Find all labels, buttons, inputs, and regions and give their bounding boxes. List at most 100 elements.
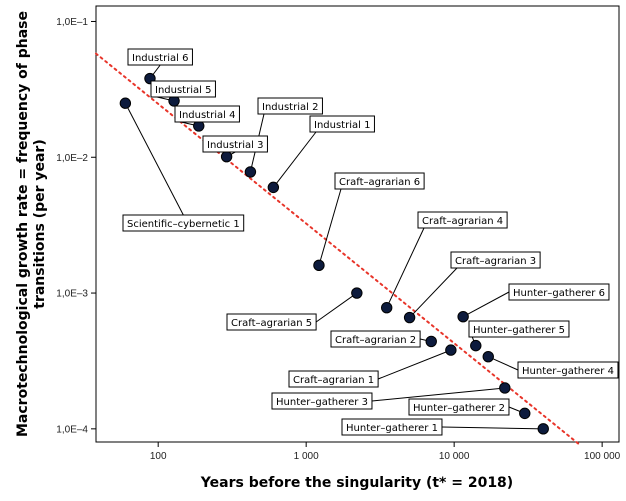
annotation-text: Hunter–gatherer 5 bbox=[473, 325, 565, 336]
x-axis: 100 1 000 10 000 100 000 bbox=[150, 442, 621, 462]
annotation-label: Industrial 2 bbox=[257, 97, 323, 115]
leader-line bbox=[462, 291, 510, 318]
annotation-label: Industrial 4 bbox=[174, 105, 240, 123]
data-point bbox=[267, 181, 280, 194]
data-point bbox=[537, 423, 549, 435]
annotation-text: Craft–agrarian 6 bbox=[339, 177, 420, 188]
data-point bbox=[380, 302, 393, 314]
annotation-text: Scientific–cybernetic 1 bbox=[127, 219, 240, 230]
annotation-leader-lines bbox=[124, 64, 544, 430]
annotation-box bbox=[288, 370, 379, 388]
y-tick-label: 1,0E–3 bbox=[56, 289, 88, 300]
x-tick-label: 10 000 bbox=[439, 451, 470, 462]
annotation-box bbox=[174, 105, 240, 123]
annotation-text: Hunter–gatherer 3 bbox=[276, 397, 368, 408]
annotation-box bbox=[330, 330, 421, 348]
leader-line bbox=[386, 227, 425, 308]
annotation-box bbox=[517, 361, 619, 379]
annotation-text: Craft–agrarian 5 bbox=[231, 318, 312, 329]
annotation-box bbox=[508, 283, 610, 301]
annotation-text: Industrial 4 bbox=[179, 110, 235, 121]
annotation-box bbox=[226, 313, 317, 331]
leader-line bbox=[315, 292, 358, 323]
leader-line bbox=[272, 131, 317, 188]
leader-line bbox=[409, 267, 458, 318]
data-point bbox=[482, 350, 494, 363]
y-axis-title-line-1: Macrotechnological growth rate = frequen… bbox=[15, 11, 31, 437]
annotation-text: Hunter–gatherer 2 bbox=[413, 403, 505, 414]
annotation-label: Scientific–cybernetic 1 bbox=[122, 214, 245, 232]
x-tick-label: 100 000 bbox=[584, 451, 621, 462]
annotation-label: Craft–agrarian 4 bbox=[417, 211, 508, 229]
data-point bbox=[499, 382, 511, 394]
annotation-label: Industrial 5 bbox=[150, 80, 216, 98]
data-point bbox=[313, 259, 325, 272]
y-tick-label: 1,0E–4 bbox=[56, 424, 88, 435]
annotation-text: Craft–agrarian 2 bbox=[335, 335, 416, 346]
annotation-text: Hunter–gatherer 1 bbox=[346, 423, 438, 434]
annotation-label: Hunter–gatherer 6 bbox=[508, 283, 610, 301]
leader-line bbox=[371, 387, 505, 402]
annotation-label: Hunter–gatherer 1 bbox=[341, 418, 443, 436]
leader-line bbox=[318, 188, 342, 266]
annotation-box bbox=[468, 320, 570, 338]
data-point bbox=[220, 150, 233, 163]
x-tick-label: 100 bbox=[150, 451, 167, 462]
annotation-box bbox=[408, 398, 510, 416]
annotation-label: Industrial 1 bbox=[309, 115, 375, 133]
annotation-text: Craft–agrarian 1 bbox=[293, 375, 374, 386]
annotation-text: Hunter–gatherer 4 bbox=[522, 366, 614, 377]
y-axis: 1,0E–1 1,0E–2 1,0E–3 1,0E–4 bbox=[56, 17, 96, 435]
annotation-box bbox=[257, 97, 323, 115]
annotation-label: Craft–agrarian 3 bbox=[450, 251, 541, 269]
annotation-label: Hunter–gatherer 3 bbox=[271, 392, 373, 410]
data-point bbox=[519, 407, 531, 420]
annotation-text: Craft–agrarian 3 bbox=[455, 256, 536, 267]
annotation-text: Industrial 3 bbox=[207, 140, 263, 151]
y-axis-title-line-2: transitions (per year) bbox=[32, 139, 48, 309]
annotation-label: Hunter–gatherer 5 bbox=[468, 320, 570, 338]
leader-line bbox=[441, 426, 544, 430]
annotation-text: Industrial 1 bbox=[314, 120, 370, 131]
y-tick-label: 1,0E–1 bbox=[56, 17, 88, 28]
annotation-text: Hunter–gatherer 6 bbox=[513, 288, 605, 299]
data-point bbox=[351, 287, 363, 299]
annotation-box bbox=[150, 80, 216, 98]
annotation-label: Industrial 3 bbox=[202, 135, 268, 153]
annotation-text: Craft–agrarian 4 bbox=[422, 216, 503, 227]
annotation-box bbox=[341, 418, 443, 436]
point-annotations: Scientific–cybernetic 1 Industrial 6 Indus… bbox=[122, 48, 619, 436]
data-point bbox=[119, 97, 132, 109]
annotation-box bbox=[309, 115, 375, 133]
annotation-box bbox=[202, 135, 268, 153]
x-tick-label: 1 000 bbox=[294, 451, 319, 462]
annotation-label: Hunter–gatherer 4 bbox=[517, 361, 619, 379]
data-point bbox=[445, 344, 457, 356]
data-point bbox=[403, 311, 416, 324]
leader-line bbox=[377, 349, 452, 380]
data-point bbox=[425, 335, 437, 348]
leader-line bbox=[124, 102, 184, 216]
annotation-label: Craft–agrarian 6 bbox=[334, 172, 425, 190]
annotation-text: Industrial 5 bbox=[155, 85, 211, 96]
annotation-label: Craft–agrarian 2 bbox=[330, 330, 421, 348]
annotation-text: Industrial 6 bbox=[132, 53, 188, 64]
x-axis-title: Years before the singularity (t* = 2018) bbox=[200, 475, 513, 491]
annotation-text: Industrial 2 bbox=[262, 102, 318, 113]
annotation-box bbox=[450, 251, 541, 269]
annotation-box bbox=[271, 392, 373, 410]
annotation-box bbox=[417, 211, 508, 229]
data-point bbox=[457, 310, 469, 323]
annotation-box bbox=[127, 48, 193, 66]
data-point bbox=[244, 166, 257, 178]
annotation-label: Hunter–gatherer 2 bbox=[408, 398, 510, 416]
annotation-label: Industrial 6 bbox=[127, 48, 193, 66]
annotation-box bbox=[334, 172, 425, 190]
data-points bbox=[119, 72, 549, 435]
annotation-box bbox=[122, 214, 245, 232]
y-tick-label: 1,0E–2 bbox=[56, 153, 88, 164]
annotation-label: Craft–agrarian 5 bbox=[226, 313, 317, 331]
annotation-label: Craft–agrarian 1 bbox=[288, 370, 379, 388]
data-point bbox=[470, 339, 482, 352]
